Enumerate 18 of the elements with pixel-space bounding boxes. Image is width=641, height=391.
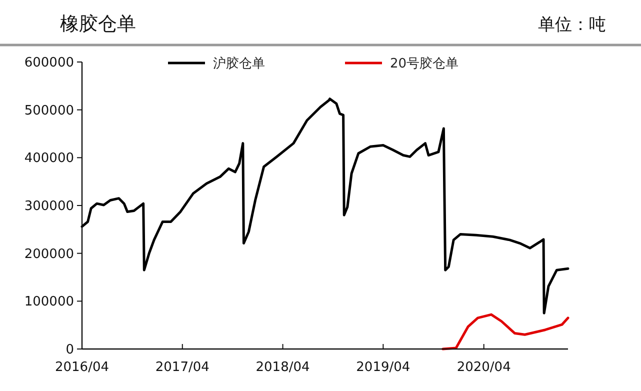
x-tick-label: 2019/04 [356,360,410,375]
y-tick-label: 0 [66,342,74,358]
y-tick-label: 100000 [24,294,74,310]
text: 单位：吨 [538,15,606,35]
x-tick-label: 2016/04 [54,360,110,375]
legend-label: 20号胶仓单 [390,56,459,72]
y-tick-label: 300000 [24,199,74,214]
chart-title: 橡胶仓单 [60,13,136,35]
y-tick-label: 600000 [24,56,74,71]
x-tick-label: 2017/04 [155,360,210,375]
y-tick-label: 200000 [24,246,74,262]
line-series [442,313,570,350]
legend-label: 沪胶仓单 [213,56,265,72]
line-series [80,98,570,314]
x-tick-label: 2020/04 [456,360,511,375]
y-tick-label: 500000 [24,103,74,118]
y-tick-label: 400000 [24,151,74,166]
x-tick-label: 2018/04 [256,360,310,375]
